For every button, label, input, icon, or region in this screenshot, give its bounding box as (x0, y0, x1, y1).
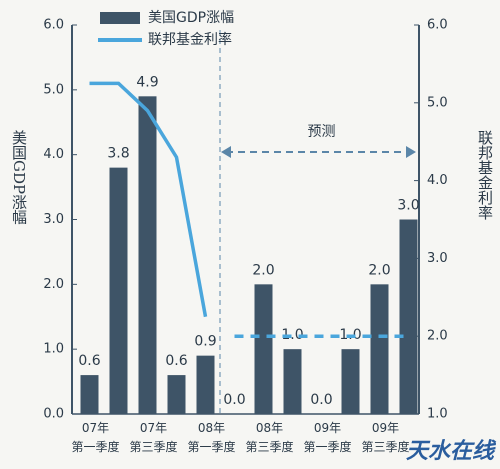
bar (399, 219, 418, 414)
y-tick-label: 2.0 (43, 277, 64, 292)
bar (80, 375, 99, 414)
bar (283, 349, 302, 414)
bar-value-label: 2.0 (252, 262, 274, 278)
bar-value-label: 3.8 (107, 146, 129, 162)
bar (109, 167, 128, 414)
y2-tick-label: 6.0 (427, 18, 448, 33)
y2-tick-label: 5.0 (427, 95, 448, 110)
bar (196, 355, 215, 414)
bar (138, 96, 157, 415)
y-tick-label: 5.0 (43, 82, 64, 97)
x-tick-label: 08年第一季度 (187, 421, 235, 454)
y2-tick-label: 4.0 (427, 173, 448, 188)
bar (254, 284, 273, 414)
bar (341, 349, 360, 414)
line (89, 81, 208, 318)
x-tick-label: 09年第一季度 (303, 421, 351, 454)
bar-value-label: 1.0 (281, 327, 303, 343)
bar-value-label: 2.0 (368, 262, 390, 278)
bar (370, 284, 389, 414)
y-tick-label: 1.0 (43, 342, 64, 357)
bar-value-label: 0.6 (78, 353, 100, 369)
x-tick-label: 07年第三季度 (129, 421, 177, 454)
watermark: 天水在线 (406, 439, 497, 464)
y-tick-label: 6.0 (43, 18, 64, 33)
arrow-head (406, 146, 416, 158)
y-axis-label: 美国GDP涨幅 (10, 130, 28, 224)
y-tick-label: 0.0 (43, 407, 64, 422)
bar-value-label: 0.0 (310, 392, 332, 408)
bar-value-label: 0.6 (165, 353, 187, 369)
bar-value-label: 3.0 (397, 198, 419, 214)
bar-value-label: 0.9 (194, 334, 216, 350)
y2-tick-label: 1.0 (427, 407, 448, 422)
x-tick-label: 09年第三季度 (361, 421, 409, 454)
y-tick-label: 4.0 (43, 147, 64, 162)
bar (167, 375, 186, 414)
x-tick-label: 07年第一季度 (71, 421, 119, 454)
legend-label: 美国GDP涨幅 (148, 10, 234, 26)
y2-axis-label: 联邦基金利率 (476, 130, 494, 220)
bar-value-label: 0.0 (223, 392, 245, 408)
annotation: 预测 (308, 124, 336, 140)
y-tick-label: 3.0 (43, 212, 64, 227)
legend-label: 联邦基金利率 (148, 31, 232, 48)
y2-tick-label: 2.0 (427, 329, 448, 344)
x-tick-label: 08年第三季度 (245, 421, 293, 454)
arrow-head (221, 146, 231, 158)
y2-tick-label: 3.0 (427, 251, 448, 266)
bar-value-label: 4.9 (136, 74, 158, 90)
legend-swatch (100, 12, 140, 24)
